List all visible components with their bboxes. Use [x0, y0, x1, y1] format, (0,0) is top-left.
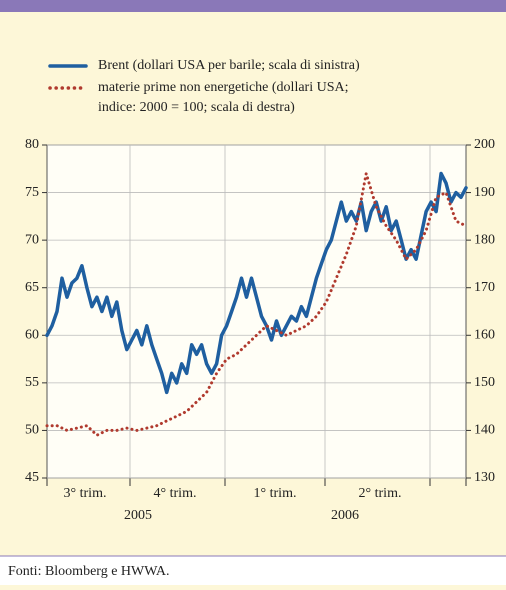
y-tick-label: 55	[25, 375, 39, 390]
y-tick-label: 45	[25, 470, 39, 485]
y-tick-label: 80	[25, 137, 39, 152]
x-tick-label: 4° trim.	[154, 486, 197, 501]
y2-tick-label: 180	[474, 232, 495, 247]
y2-tick-label: 150	[474, 375, 495, 390]
legend-label: Brent (dollari USA per barile; scala di …	[98, 58, 360, 73]
y2-tick-label: 130	[474, 470, 495, 485]
series-line	[45, 171, 468, 395]
y-tick-label: 60	[25, 328, 39, 343]
y2-tick-label: 160	[474, 328, 495, 343]
legend-label: materie prime non energetiche (dollari U…	[98, 80, 352, 115]
source: Fonti: Bloomberg e HWWA.	[8, 564, 170, 579]
y2-tick-label: 190	[474, 185, 495, 200]
y-tick-label: 50	[25, 423, 39, 438]
y2-tick-label: 170	[474, 280, 495, 295]
header-bar	[0, 0, 506, 12]
y-tick-label: 70	[25, 232, 39, 247]
y2-tick-label: 200	[474, 137, 495, 152]
y-tick-label: 65	[25, 280, 39, 295]
x-tick-label: 3° trim.	[64, 486, 107, 501]
year-label: 2005	[124, 508, 152, 523]
x-tick-label: 2° trim.	[359, 486, 402, 501]
x-tick-label: 1° trim.	[254, 486, 297, 501]
footer-bg	[0, 556, 506, 585]
series-line	[45, 172, 468, 437]
y2-tick-label: 140	[474, 423, 495, 438]
year-label: 2006	[331, 508, 359, 523]
y-tick-label: 75	[25, 185, 39, 200]
